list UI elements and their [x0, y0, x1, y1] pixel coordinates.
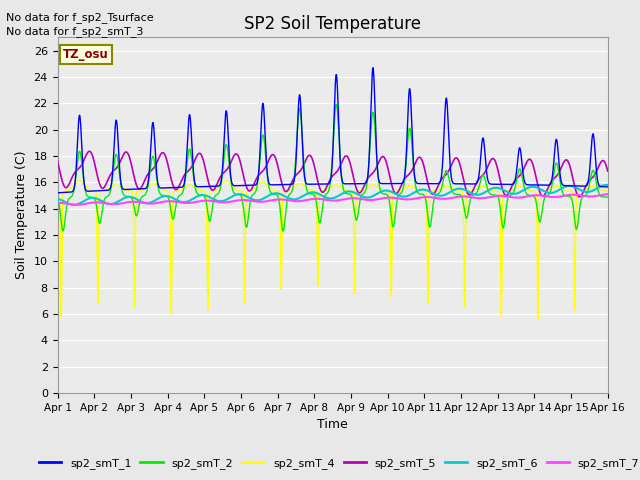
sp2_smT_1	[604, 184, 612, 190]
sp2_smT_1	[604, 184, 611, 190]
Text: TZ_osu: TZ_osu	[63, 48, 109, 61]
sp2_smT_6	[54, 196, 61, 202]
sp2_smT_4	[396, 188, 404, 193]
sp2_smT_4	[534, 316, 542, 322]
sp2_smT_2	[604, 194, 611, 200]
sp2_smT_4	[76, 178, 83, 184]
sp2_smT_6	[172, 197, 179, 203]
sp2_smT_5	[575, 194, 583, 200]
sp2_smT_1	[387, 180, 394, 186]
sp2_smT_2	[387, 207, 394, 213]
sp2_smT_7	[54, 200, 61, 206]
sp2_smT_7	[387, 195, 394, 201]
X-axis label: Time: Time	[317, 419, 348, 432]
Y-axis label: Soil Temperature (C): Soil Temperature (C)	[15, 151, 28, 279]
sp2_smT_6	[604, 182, 611, 188]
sp2_smT_2	[279, 228, 287, 234]
sp2_smT_5	[552, 174, 559, 180]
sp2_smT_5	[387, 176, 394, 182]
sp2_smT_2	[207, 214, 215, 219]
sp2_smT_2	[54, 197, 61, 203]
sp2_smT_6	[387, 189, 394, 194]
Line: sp2_smT_7: sp2_smT_7	[58, 194, 608, 205]
sp2_smT_5	[54, 158, 61, 164]
sp2_smT_5	[207, 187, 215, 192]
sp2_smT_7	[396, 196, 404, 202]
sp2_smT_5	[86, 148, 93, 154]
Line: sp2_smT_4: sp2_smT_4	[58, 181, 608, 319]
sp2_smT_4	[54, 189, 61, 194]
sp2_smT_6	[604, 182, 612, 188]
sp2_smT_6	[552, 189, 559, 195]
sp2_smT_2	[604, 194, 612, 200]
sp2_smT_4	[207, 188, 215, 194]
sp2_smT_7	[74, 202, 81, 208]
sp2_smT_5	[604, 168, 611, 173]
sp2_smT_6	[207, 195, 215, 201]
sp2_smT_1	[54, 190, 61, 196]
sp2_smT_5	[604, 168, 612, 174]
sp2_smT_5	[172, 187, 179, 192]
sp2_smT_4	[387, 224, 394, 229]
sp2_smT_4	[604, 189, 611, 194]
sp2_smT_7	[207, 198, 215, 204]
Legend: sp2_smT_1, sp2_smT_2, sp2_smT_4, sp2_smT_5, sp2_smT_6, sp2_smT_7: sp2_smT_1, sp2_smT_2, sp2_smT_4, sp2_smT…	[35, 454, 640, 473]
sp2_smT_6	[396, 193, 404, 199]
Line: sp2_smT_5: sp2_smT_5	[58, 151, 608, 197]
sp2_smT_1	[369, 65, 377, 71]
sp2_smT_7	[604, 191, 612, 197]
sp2_smT_1	[207, 183, 215, 189]
sp2_smT_2	[552, 161, 559, 167]
sp2_smT_1	[172, 185, 179, 191]
sp2_smT_4	[172, 188, 179, 194]
sp2_smT_5	[396, 185, 404, 191]
sp2_smT_7	[552, 194, 559, 200]
sp2_smT_7	[604, 191, 611, 197]
sp2_smT_4	[604, 189, 612, 194]
sp2_smT_2	[396, 191, 404, 197]
Line: sp2_smT_1: sp2_smT_1	[58, 68, 608, 193]
sp2_smT_4	[552, 183, 559, 189]
sp2_smT_6	[70, 202, 77, 208]
sp2_smT_7	[172, 199, 179, 204]
Title: SP2 Soil Temperature: SP2 Soil Temperature	[244, 15, 421, 33]
sp2_smT_1	[396, 180, 404, 186]
sp2_smT_2	[332, 101, 340, 107]
Text: No data for f_sp2_Tsurface: No data for f_sp2_Tsurface	[6, 12, 154, 23]
sp2_smT_1	[552, 139, 559, 145]
Line: sp2_smT_2: sp2_smT_2	[58, 104, 608, 231]
Text: No data for f_sp2_smT_3: No data for f_sp2_smT_3	[6, 26, 144, 37]
sp2_smT_2	[172, 206, 179, 212]
Line: sp2_smT_6: sp2_smT_6	[58, 185, 608, 205]
sp2_smT_6	[602, 182, 610, 188]
